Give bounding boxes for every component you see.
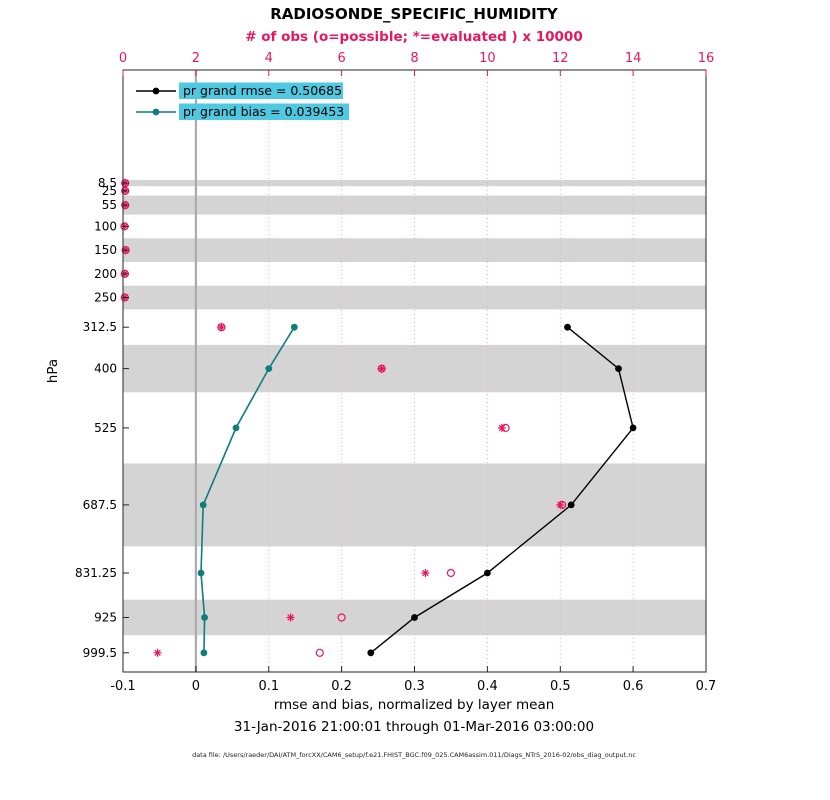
layer-band <box>123 195 706 215</box>
y-tick-label: 831.25 <box>75 566 117 580</box>
y-tick-label: 8.5 <box>98 176 117 190</box>
rmse-marker <box>367 649 375 657</box>
y-tick-label: 400 <box>94 362 117 376</box>
x-top-tick-label: 14 <box>625 51 642 66</box>
evaluated-obs-marker <box>497 423 506 432</box>
x-bottom-tick-label: 0.3 <box>404 679 425 694</box>
rmse-marker <box>564 323 571 331</box>
y-tick-label: 55 <box>102 198 117 212</box>
legend-label-rmse: pr grand rmse = 0.50685 <box>183 83 342 98</box>
x-top-tick-label: 10 <box>479 51 496 66</box>
legend-marker-bias <box>152 108 160 116</box>
y-tick-label: 100 <box>94 219 117 233</box>
x-bottom-tick-label: -0.1 <box>110 679 135 694</box>
y-tick-label: 687.5 <box>83 498 117 512</box>
bias-marker <box>200 649 208 657</box>
evaluated-obs-marker <box>377 364 386 373</box>
y-tick-label: 312.5 <box>83 320 117 334</box>
x-top-tick-label: 0 <box>119 51 127 66</box>
evaluated-obs-marker <box>286 613 295 622</box>
possible-obs-marker <box>315 648 324 657</box>
datafile-footer: data file: /Users/raeder/DAI/ATM_forcXX/… <box>192 751 636 759</box>
y-tick-label: 925 <box>94 611 117 625</box>
layer-band <box>123 463 706 547</box>
chart-title: RADIOSONDE_SPECIFIC_HUMIDITY <box>270 5 559 23</box>
layer-band <box>123 180 706 187</box>
bias-marker <box>201 614 209 621</box>
bias-marker <box>290 323 298 331</box>
y-tick-label: 999.5 <box>83 646 117 660</box>
x-bottom-tick-label: 0.7 <box>696 679 717 694</box>
evaluated-obs-marker <box>217 323 226 332</box>
legend-item-bias: pr grand bias = 0.039453 <box>136 103 349 120</box>
rmse-marker <box>484 569 491 577</box>
x-top-tick-label: 2 <box>192 51 200 66</box>
legend-item-rmse: pr grand rmse = 0.50685 <box>136 82 343 99</box>
x-bottom-tick-label: 0.5 <box>550 679 571 694</box>
legend-highlight-bias <box>179 103 349 120</box>
x-axis-label: rmse and bias, normalized by layer mean <box>274 697 555 713</box>
y-tick-label: 250 <box>94 291 117 305</box>
x-top-tick-label: 12 <box>552 51 569 66</box>
y-axis-label: hPa <box>45 359 61 383</box>
rmse-marker <box>629 424 637 432</box>
bias-marker <box>232 424 240 432</box>
x-bottom-tick-label: 0 <box>192 679 200 694</box>
evaluated-obs-marker <box>153 648 162 657</box>
bias-marker <box>265 365 273 372</box>
possible-obs-marker <box>446 568 455 578</box>
rmse-marker <box>615 365 622 372</box>
x-bottom-tick-label: 0.1 <box>258 679 279 694</box>
rmse-marker <box>411 614 418 621</box>
evaluated-obs-marker <box>421 569 430 577</box>
bias-marker <box>197 569 205 577</box>
plot-area: -0.1 0 0.1 0.2 0.3 0.4 0.5 0.6 0.7 0 2 4 6 8 10 12 14 16 8… <box>75 51 716 694</box>
rmse-marker <box>567 501 575 509</box>
evaluated-obs-marker <box>556 500 565 509</box>
x-top-tick-label: 16 <box>698 51 715 66</box>
layer-band <box>123 344 706 393</box>
legend: pr grand rmse = 0.50685 pr grand bias = … <box>136 82 349 120</box>
legend-label-bias: pr grand bias = 0.039453 <box>183 104 344 119</box>
chart-subtitle: # of obs (o=possible; *=evaluated ) x 10… <box>245 29 582 45</box>
x-bottom-tick-label: 0.6 <box>623 679 644 694</box>
possible-obs-marker <box>337 613 346 622</box>
bias-marker <box>199 501 207 509</box>
y-tick-label: 200 <box>94 267 117 281</box>
x-top-tick-label: 4 <box>265 51 273 66</box>
x-top-tick-label: 8 <box>410 51 418 66</box>
timespan-label: 31-Jan-2016 21:00:01 through 01-Mar-2016… <box>234 719 594 735</box>
y-tick-label: 25 <box>102 184 117 198</box>
x-bottom-tick-label: 0.2 <box>331 679 352 694</box>
legend-highlight-rmse <box>179 82 343 99</box>
y-tick-label: 525 <box>94 421 117 435</box>
x-bottom-tick-label: 0.4 <box>477 679 498 694</box>
x-top-tick-label: 6 <box>337 51 345 66</box>
layer-band <box>123 285 706 310</box>
legend-marker-rmse <box>152 87 160 95</box>
y-tick-label: 150 <box>94 243 117 257</box>
